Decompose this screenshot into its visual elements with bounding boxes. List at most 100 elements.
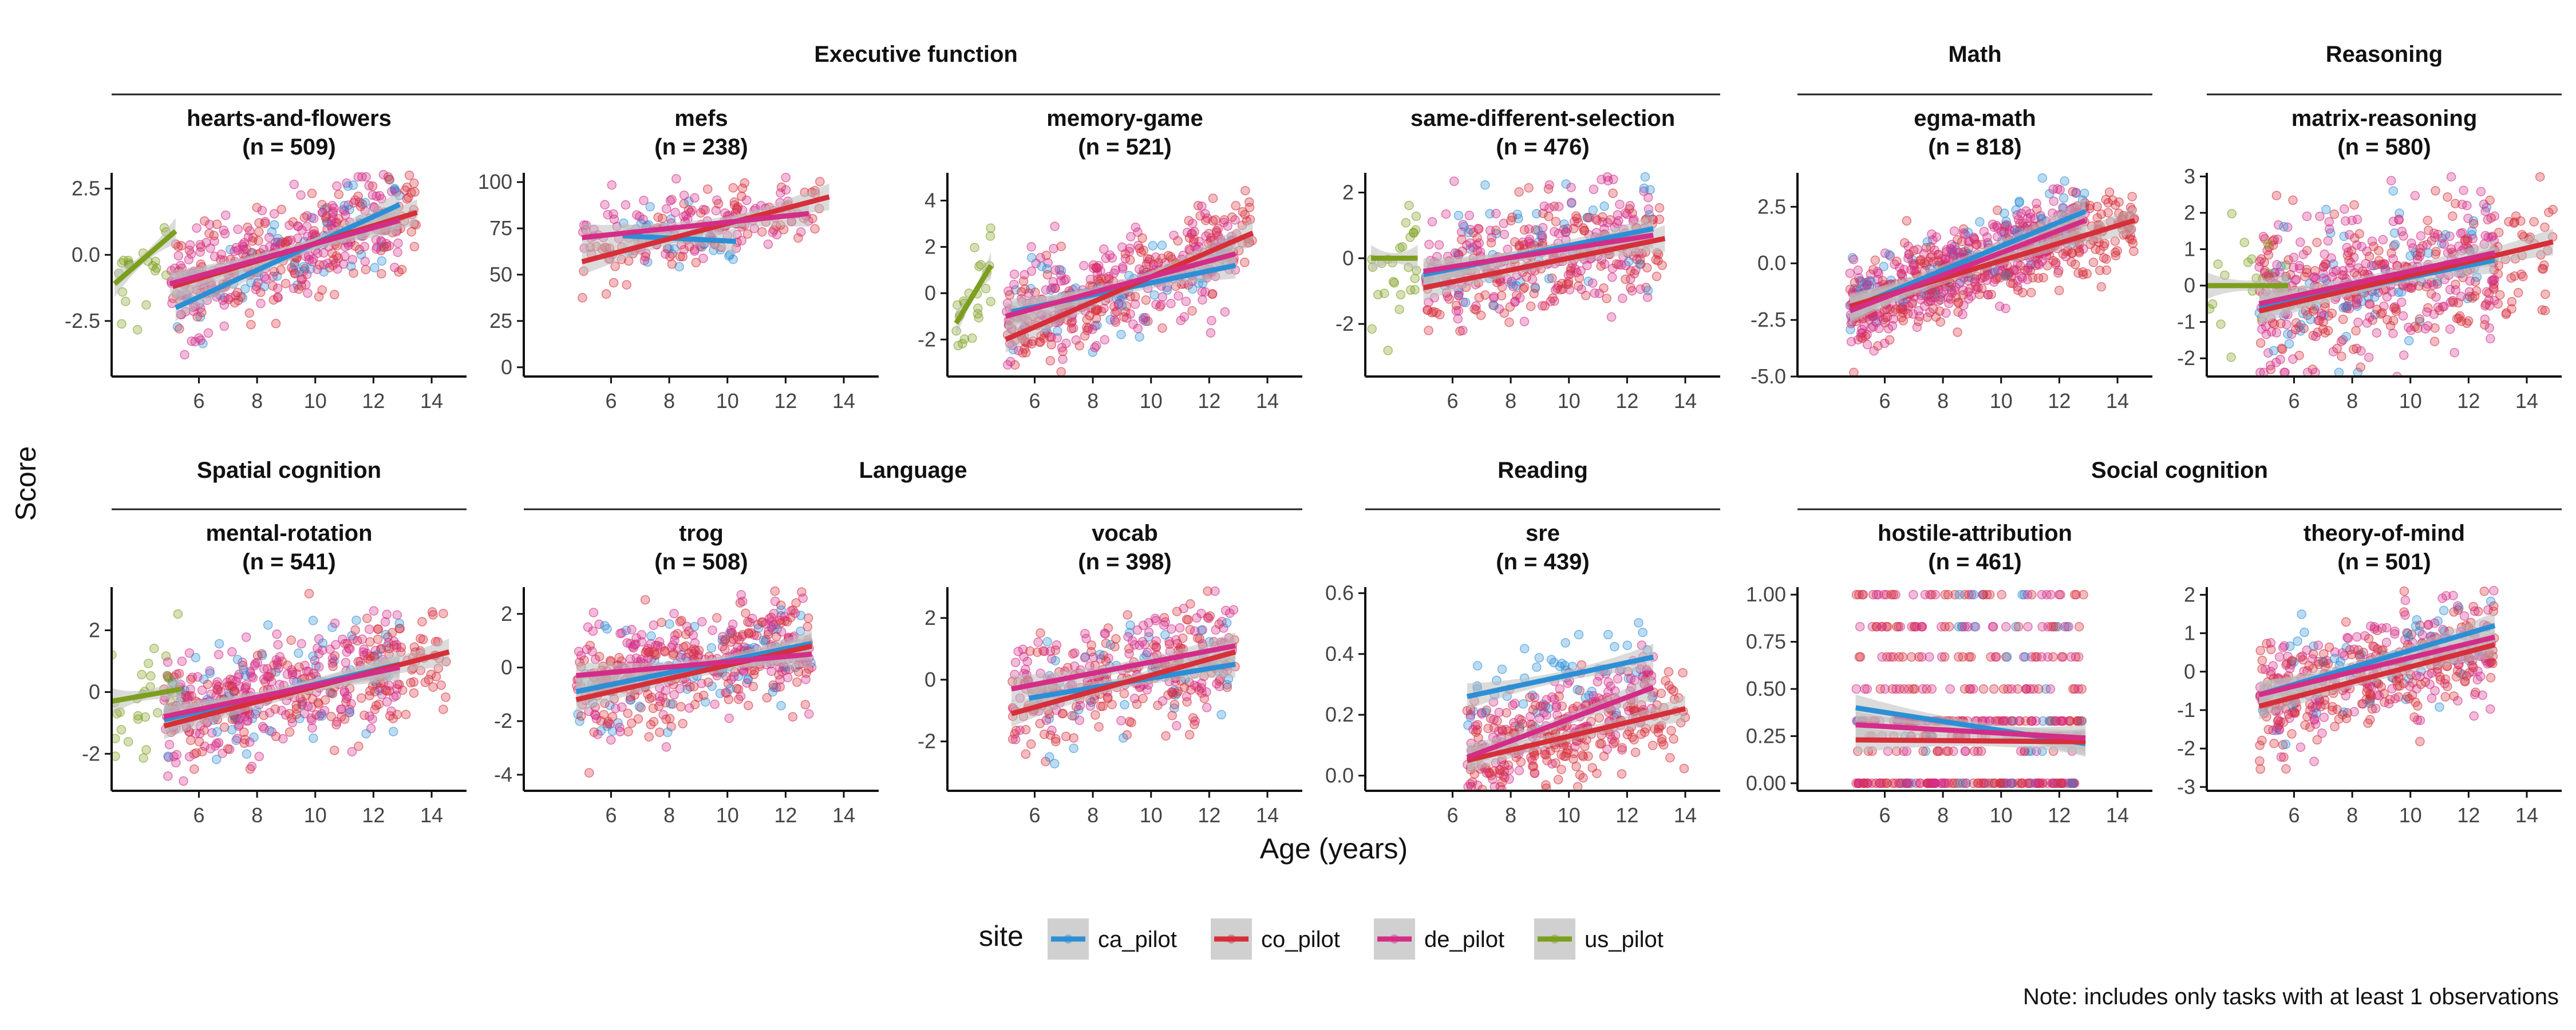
data-point xyxy=(1983,270,1993,280)
data-point xyxy=(192,223,202,233)
data-point xyxy=(2289,263,2298,272)
data-point xyxy=(665,196,675,206)
data-point xyxy=(1133,323,1143,334)
data-point xyxy=(1085,311,1095,320)
data-point xyxy=(768,620,779,630)
data-point xyxy=(1188,713,1198,723)
data-point xyxy=(1058,346,1068,356)
data-point xyxy=(2128,238,2138,248)
data-point xyxy=(1975,217,1985,227)
data-point xyxy=(1884,335,1895,345)
data-point xyxy=(2302,265,2312,275)
data-point xyxy=(1132,699,1142,709)
data-point xyxy=(1572,213,1582,223)
data-point xyxy=(1184,233,1195,243)
data-point xyxy=(1176,315,1186,326)
data-point xyxy=(2365,312,2374,322)
data-point xyxy=(303,667,314,676)
x-tick-label: 14 xyxy=(1674,389,1697,413)
data-point xyxy=(294,284,304,294)
data-point xyxy=(2387,248,2396,258)
data-point xyxy=(2357,241,2366,252)
facet-title: vocab xyxy=(1092,521,1158,546)
data-point xyxy=(666,699,676,709)
data-point xyxy=(348,634,358,644)
x-tick-label: 14 xyxy=(832,803,855,827)
data-point xyxy=(2494,228,2504,237)
data-point xyxy=(646,720,656,730)
data-point xyxy=(643,653,653,663)
data-point xyxy=(600,621,610,631)
data-point xyxy=(1951,245,1961,255)
facet-title: sre xyxy=(1526,521,1560,546)
data-point xyxy=(673,629,682,639)
data-point xyxy=(420,678,430,687)
data-point xyxy=(345,707,355,718)
data-point xyxy=(1494,304,1504,314)
data-point xyxy=(720,635,730,644)
data-point xyxy=(309,213,319,223)
data-point xyxy=(1928,235,1938,245)
data-point xyxy=(2088,258,2099,267)
data-point xyxy=(1157,253,1167,263)
data-point xyxy=(1187,306,1197,316)
data-point xyxy=(1626,283,1635,293)
data-point xyxy=(189,764,199,774)
data-point xyxy=(252,651,263,660)
data-point xyxy=(1626,266,1635,276)
x-tick-label: 6 xyxy=(1879,389,1890,413)
data-point xyxy=(304,255,314,264)
data-point xyxy=(2390,240,2400,249)
data-point xyxy=(2517,229,2527,240)
x-tick-label: 14 xyxy=(832,389,855,413)
data-point xyxy=(2339,231,2349,241)
data-point xyxy=(1109,315,1120,325)
data-point xyxy=(2463,213,2473,223)
data-point xyxy=(2099,253,2109,263)
data-point xyxy=(1959,300,1969,310)
data-point xyxy=(195,247,206,257)
data-point xyxy=(621,200,631,210)
data-point xyxy=(2353,318,2363,327)
data-point xyxy=(308,616,318,625)
data-point xyxy=(2049,196,2059,206)
x-tick-label: 10 xyxy=(1558,389,1581,413)
data-point xyxy=(256,299,266,308)
facet-panels: hearts-and-flowers(n = 509)-2.50.02.56 8 1… xyxy=(65,106,2562,827)
data-point xyxy=(2310,367,2320,377)
data-point xyxy=(1219,217,1229,227)
data-point xyxy=(1860,331,1870,341)
data-point xyxy=(272,283,283,294)
data-point xyxy=(2096,209,2106,219)
data-point xyxy=(763,239,773,249)
data-point xyxy=(627,625,637,635)
data-point xyxy=(269,209,279,219)
data-point xyxy=(710,699,720,709)
data-point xyxy=(2415,314,2425,324)
data-point xyxy=(743,617,753,627)
data-point xyxy=(637,637,647,647)
data-point xyxy=(2422,307,2432,317)
data-point xyxy=(588,608,599,617)
data-point xyxy=(1096,702,1106,711)
data-point xyxy=(671,174,681,184)
data-point xyxy=(1606,312,1617,322)
data-point xyxy=(117,319,127,329)
data-point xyxy=(1164,639,1175,649)
x-tick-label: 10 xyxy=(716,389,739,413)
data-point xyxy=(614,652,624,663)
data-point xyxy=(1042,637,1052,647)
data-point xyxy=(2501,310,2511,319)
data-point xyxy=(368,714,377,724)
fit-line-de_pilot xyxy=(576,651,812,679)
data-point xyxy=(669,648,678,659)
data-point xyxy=(678,719,688,728)
data-point xyxy=(2096,282,2107,292)
x-tick-label: 8 xyxy=(663,803,675,827)
data-point xyxy=(390,263,400,272)
data-point xyxy=(1640,172,1650,182)
data-point xyxy=(1144,618,1153,628)
data-point xyxy=(1485,225,1495,235)
